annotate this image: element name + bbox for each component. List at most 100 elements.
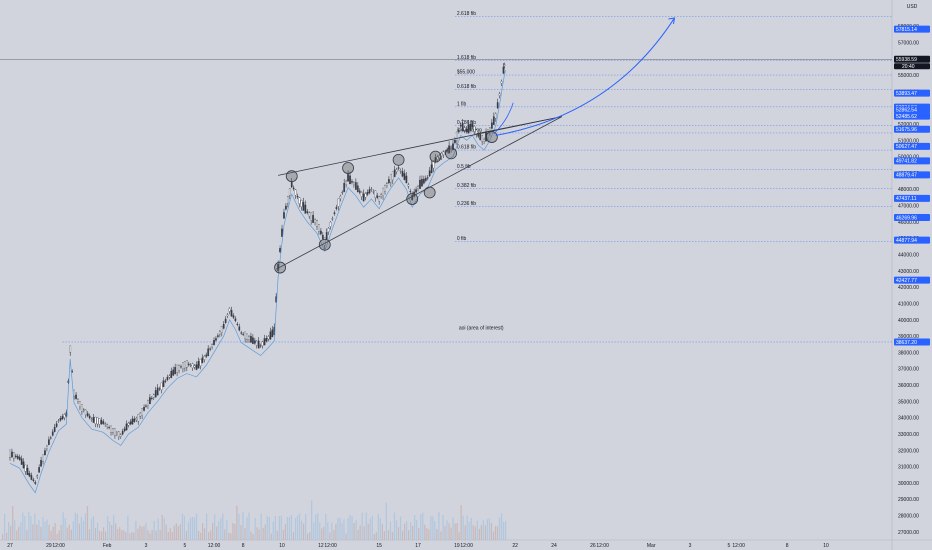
- volume-bar: [504, 521, 507, 540]
- volume-bar: [193, 517, 196, 540]
- candle-body: [459, 124, 462, 127]
- candle-body: [333, 212, 336, 214]
- volume-bar: [82, 520, 84, 540]
- candle-body: [129, 421, 132, 425]
- candle-body: [374, 190, 377, 198]
- fib-label: 0.5 fib: [457, 164, 471, 170]
- volume-bar: [103, 527, 105, 540]
- candle-body: [349, 175, 351, 185]
- candle-body: [160, 382, 163, 390]
- x-tick-label: 24: [551, 543, 557, 549]
- candle-body: [248, 336, 250, 340]
- candle-body: [372, 191, 375, 193]
- candle-body: [112, 428, 114, 433]
- candle-body: [259, 345, 262, 347]
- candle-body: [302, 202, 305, 211]
- candle-body: [353, 182, 355, 186]
- volume-bar: [305, 514, 307, 540]
- volume-bar: [256, 527, 258, 540]
- candle-body: [424, 178, 427, 181]
- candle-body: [388, 179, 390, 183]
- fib-label: 0 fib: [457, 236, 467, 242]
- volume-bar: [450, 527, 452, 540]
- fib-label: 1 fib: [457, 101, 467, 107]
- x-tick-label: 12: [318, 543, 324, 549]
- volume-bar: [296, 515, 299, 540]
- volume-bar: [500, 513, 503, 540]
- currency-label: USD: [907, 4, 918, 10]
- volume-bar: [391, 531, 394, 540]
- volume-bar: [208, 532, 210, 540]
- volume-bar: [171, 531, 173, 540]
- candle-body: [503, 64, 506, 66]
- volume-bar: [272, 521, 274, 540]
- volume-bar: [276, 530, 278, 540]
- x-tick-label: 10: [823, 543, 829, 549]
- volume-bar: [359, 525, 361, 540]
- volume-bar: [315, 514, 317, 540]
- x-tick-label: 12:00: [732, 543, 745, 549]
- candle-body: [296, 195, 299, 198]
- candle-body: [393, 169, 396, 177]
- y-tick-label: 44000.00: [898, 253, 919, 259]
- volume-bar: [2, 534, 4, 540]
- candle-body: [125, 423, 128, 431]
- volume-bar: [466, 515, 468, 540]
- candle-body: [285, 205, 287, 210]
- candle-body: [294, 189, 297, 196]
- candle-body: [244, 331, 246, 340]
- candle-body: [411, 194, 414, 201]
- volume-bar: [234, 523, 236, 540]
- volume-bar: [468, 521, 470, 540]
- y-tick-label: 32000.00: [898, 448, 919, 454]
- volume-bar: [397, 527, 400, 540]
- volume-bar: [18, 526, 20, 540]
- candle-body: [389, 174, 392, 183]
- volume-bar: [337, 518, 339, 540]
- volume-bar: [482, 520, 484, 540]
- candle-body: [137, 413, 140, 422]
- candle-body: [139, 412, 142, 417]
- volume-bar: [367, 523, 369, 540]
- candle-body: [201, 357, 204, 363]
- candle-body: [320, 230, 322, 235]
- volume-bar: [502, 522, 505, 540]
- volume-bar: [270, 533, 272, 540]
- candle-body: [409, 190, 412, 192]
- volume-bar: [72, 521, 74, 540]
- moving-average-line: [9, 70, 506, 494]
- touch-circle: [274, 261, 286, 274]
- volume-bar: [4, 513, 6, 540]
- volume-bar: [218, 521, 220, 540]
- price-tag-label: 46269.96: [896, 215, 917, 221]
- volume-bar: [46, 519, 48, 540]
- volume-bar: [383, 530, 385, 540]
- candle-body: [82, 409, 85, 411]
- volume-bar: [448, 523, 450, 540]
- volume-bar: [165, 524, 167, 540]
- volume-bar: [121, 530, 123, 540]
- volume-bar: [109, 521, 111, 540]
- volume-bar: [58, 530, 60, 540]
- candle-body: [298, 197, 301, 204]
- candle-body: [184, 361, 186, 369]
- candle-body: [16, 456, 19, 459]
- candle-body: [133, 418, 136, 422]
- candle-body: [428, 170, 431, 177]
- candle-body: [14, 455, 17, 458]
- x-tick-label: 12:00: [208, 543, 221, 549]
- volume-bar: [454, 523, 456, 540]
- candle-body: [44, 450, 46, 456]
- y-tick-label: 46000.00: [898, 220, 919, 226]
- candle-body: [40, 460, 42, 467]
- volume-bar: [250, 531, 252, 540]
- volume-bar: [373, 533, 375, 540]
- candle-body: [271, 329, 274, 338]
- candle-body: [42, 454, 44, 462]
- volume-bar: [12, 506, 14, 540]
- volume-bar: [38, 519, 40, 540]
- y-tick-label: 43000.00: [898, 269, 919, 275]
- candle-body: [386, 183, 388, 186]
- candle-body: [261, 341, 264, 346]
